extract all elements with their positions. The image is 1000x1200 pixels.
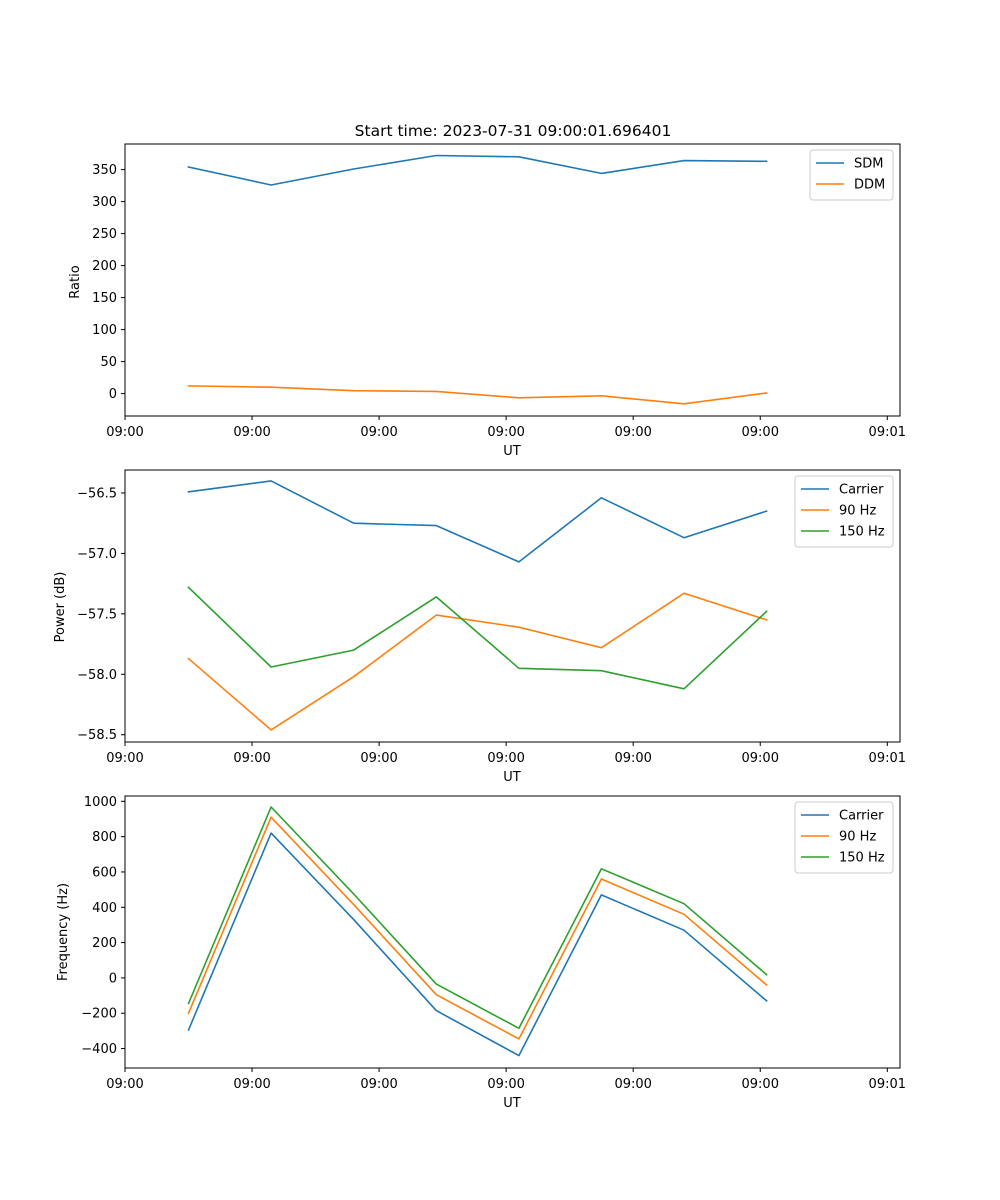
y-tick-label: 50 — [100, 355, 117, 370]
y-tick-label: 250 — [92, 227, 117, 242]
panel-ratio: Start time: 2023-07-31 09:00:01.696401 0… — [68, 122, 906, 459]
y-tick-label: −200 — [81, 1007, 117, 1022]
plot-frame — [124, 143, 901, 417]
x-tick-label: 09:00 — [106, 425, 143, 440]
x-tick-label: 09:01 — [869, 751, 906, 766]
x-axis-label: UT — [503, 770, 521, 785]
y-tick-label: −57.5 — [77, 607, 117, 622]
y-axis-label: Ratio — [68, 265, 83, 298]
legend: Carrier 90 Hz 150 Hz — [794, 475, 894, 548]
x-axis-label: UT — [503, 444, 521, 459]
legend-label: SDM — [854, 157, 883, 172]
y-axis-ticks: −58.5 −58.0 −57.5 −57.0 −56.5 — [77, 486, 125, 743]
x-tick-label: 09:00 — [360, 751, 397, 766]
x-axis-ticks: 09:00 09:00 09:00 09:00 09:00 09:00 09:01 — [106, 742, 906, 766]
series-line-150-hz — [187, 806, 768, 1030]
y-tick-label: 0 — [109, 387, 117, 402]
x-axis-ticks: 09:00 09:00 09:00 09:00 09:00 09:00 09:01 — [106, 1068, 906, 1092]
y-axis-label: Frequency (Hz) — [56, 883, 71, 981]
legend-label: 150 Hz — [839, 525, 885, 540]
y-tick-label: −57.0 — [77, 547, 117, 562]
x-tick-label: 09:01 — [869, 425, 906, 440]
y-tick-label: −400 — [81, 1042, 117, 1057]
x-tick-label: 09:00 — [487, 425, 524, 440]
panel-power: 09:00 09:00 09:00 09:00 09:00 09:00 09:01 −58.… — [53, 469, 906, 785]
y-tick-label: −58.5 — [77, 728, 117, 743]
x-tick-label: 09:00 — [233, 425, 270, 440]
series-line-150-hz — [187, 586, 768, 690]
y-tick-label: 1000 — [84, 795, 117, 810]
y-tick-label: 100 — [92, 323, 117, 338]
legend-box — [794, 475, 894, 548]
x-axis-ticks: 09:00 09:00 09:00 09:00 09:00 09:00 09:01 — [106, 416, 906, 440]
x-tick-label: 09:00 — [742, 751, 779, 766]
y-axis-ticks: 0 50 100 150 200 250 300 350 — [92, 163, 125, 402]
y-tick-label: 300 — [92, 195, 117, 210]
series-line-carrier — [187, 832, 768, 1057]
y-tick-label: 150 — [92, 291, 117, 306]
y-tick-label: −58.0 — [77, 668, 117, 683]
series-line-sdm — [187, 154, 768, 186]
x-tick-label: 09:00 — [742, 1077, 779, 1092]
legend-label: Carrier — [839, 483, 884, 498]
legend-label: 150 Hz — [839, 851, 885, 866]
legend-box — [794, 801, 894, 874]
y-axis-label: Power (dB) — [53, 572, 68, 643]
legend-label: DDM — [854, 178, 885, 193]
x-tick-label: 09:00 — [742, 425, 779, 440]
series-layer — [187, 480, 768, 731]
legend: SDM DDM — [809, 149, 894, 201]
x-tick-label: 09:00 — [106, 1077, 143, 1092]
x-tick-label: 09:00 — [487, 1077, 524, 1092]
series-layer — [187, 154, 768, 405]
legend-label: 90 Hz — [839, 830, 876, 845]
series-line-carrier — [187, 480, 768, 563]
y-tick-label: 800 — [92, 830, 117, 845]
series-line-ddm — [187, 385, 768, 405]
y-tick-label: 350 — [92, 163, 117, 178]
panel-frequency: 09:00 09:00 09:00 09:00 09:00 09:00 09:01 −400… — [56, 795, 906, 1111]
y-tick-label: 200 — [92, 936, 117, 951]
legend-label: Carrier — [839, 809, 884, 824]
x-tick-label: 09:00 — [614, 751, 651, 766]
x-tick-label: 09:00 — [233, 751, 270, 766]
x-tick-label: 09:00 — [360, 425, 397, 440]
legend: Carrier 90 Hz 150 Hz — [794, 801, 894, 874]
y-tick-label: 0 — [109, 971, 117, 986]
x-tick-label: 09:00 — [614, 1077, 651, 1092]
y-tick-label: −56.5 — [77, 486, 117, 501]
plot-frame — [124, 795, 901, 1069]
series-line-90-hz — [187, 592, 768, 731]
y-tick-label: 200 — [92, 259, 117, 274]
x-tick-label: 09:00 — [233, 1077, 270, 1092]
y-tick-label: 400 — [92, 901, 117, 916]
plot-frame — [124, 469, 901, 743]
x-tick-label: 09:00 — [614, 425, 651, 440]
y-tick-label: 600 — [92, 865, 117, 880]
x-tick-label: 09:00 — [106, 751, 143, 766]
x-tick-label: 09:01 — [869, 1077, 906, 1092]
series-line-90-hz — [187, 816, 768, 1040]
y-axis-ticks: −400 −200 0 200 400 600 800 1000 — [81, 795, 125, 1057]
x-tick-label: 09:00 — [360, 1077, 397, 1092]
x-axis-label: UT — [503, 1096, 521, 1111]
legend-label: 90 Hz — [839, 504, 876, 519]
x-tick-label: 09:00 — [487, 751, 524, 766]
chart-title: Start time: 2023-07-31 09:00:01.696401 — [355, 122, 672, 140]
series-layer — [187, 806, 768, 1057]
